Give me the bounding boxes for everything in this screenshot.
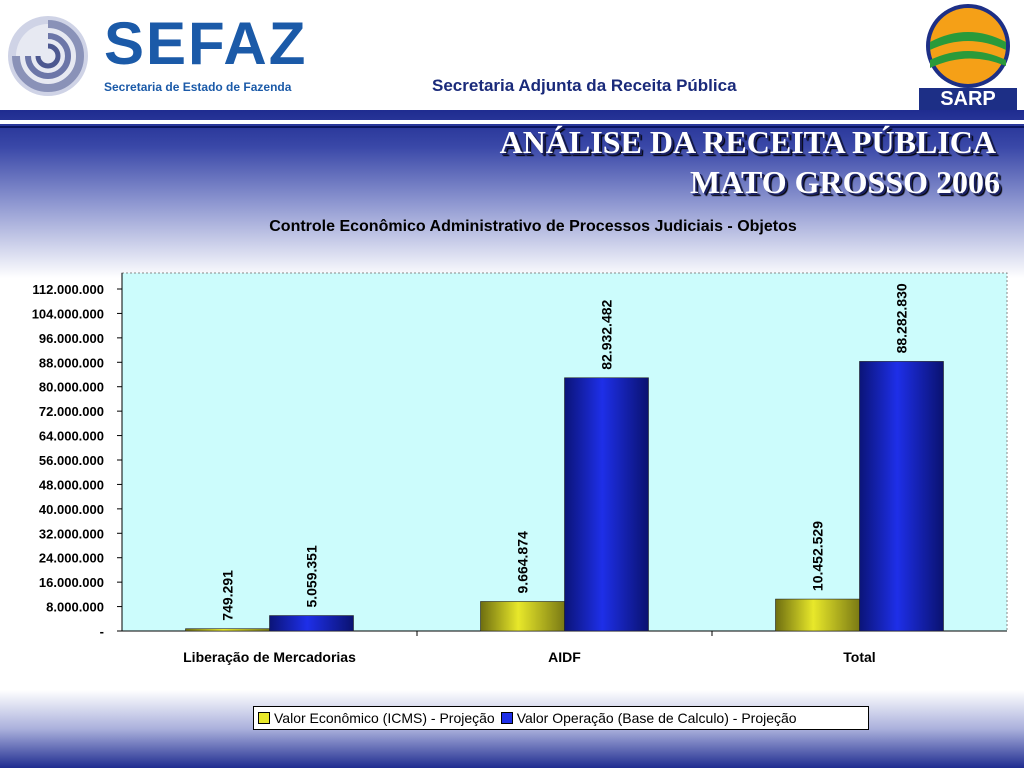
- y-tick-label: 24.000.000: [39, 551, 104, 566]
- y-tick-label: 112.000.000: [32, 282, 104, 297]
- brand-subtitle: Secretaria de Estado de Fazenda: [104, 80, 292, 94]
- y-tick-label: 104.000.000: [32, 306, 104, 321]
- y-tick-label: 64.000.000: [39, 429, 104, 444]
- legend-swatch-series1: [258, 712, 270, 724]
- x-tick-label: Total: [843, 649, 875, 665]
- chart-title: Controle Econômico Administrativo de Pro…: [269, 218, 797, 235]
- data-labels: 749.291 9.664.874 10.452.529 5.059.351 82.93…: [220, 283, 910, 621]
- legend-label-series1: Valor Econômico (ICMS) - Projeção: [274, 710, 495, 726]
- sefaz-swirl-logo-icon: [8, 16, 88, 96]
- data-label: 88.282.830: [894, 283, 910, 353]
- y-tick-label: 88.000.000: [39, 355, 104, 370]
- bar-series2: [269, 615, 354, 632]
- bar-series2: [859, 361, 944, 632]
- x-tick-label: AIDF: [548, 649, 581, 665]
- y-tick-label: 96.000.000: [39, 331, 104, 346]
- y-tick-label: 32.000.000: [39, 526, 104, 541]
- unit-title: Secretaria Adjunta da Receita Pública: [432, 76, 737, 95]
- legend-item: Valor Econômico (ICMS) - Projeção: [258, 710, 495, 726]
- brand-title: SEFAZ: [104, 10, 308, 77]
- bar-series2: [564, 377, 649, 632]
- bar-series1: [480, 601, 565, 632]
- legend-label-series2: Valor Operação (Base de Calculo) - Proje…: [516, 710, 797, 726]
- data-label: 749.291: [220, 570, 236, 621]
- data-label: 5.059.351: [304, 545, 320, 607]
- y-tick-label: 56.000.000: [39, 453, 104, 468]
- y-tick-label: 8.000.000: [46, 600, 104, 615]
- data-label: 82.932.482: [599, 299, 615, 369]
- bar-series1: [775, 598, 860, 632]
- sarp-label: SARP: [919, 88, 1017, 110]
- bar-series1: [185, 628, 270, 632]
- y-tick-label: -: [100, 624, 104, 639]
- divider: [0, 120, 1024, 124]
- y-tick-label: 16.000.000: [39, 575, 104, 590]
- bar-chart: Controle Econômico Administrativo de Pro…: [32, 218, 1008, 665]
- y-tick-label: 72.000.000: [39, 404, 104, 419]
- page-title-line2: MATO GROSSO 2006: [690, 164, 1000, 200]
- y-tick-label: 40.000.000: [39, 502, 104, 517]
- bars: [185, 361, 944, 632]
- header: SEFAZ Secretaria de Estado de Fazenda Se…: [0, 0, 1024, 110]
- title-band: [0, 110, 1024, 278]
- y-tick-label: 80.000.000: [39, 380, 104, 395]
- legend: Valor Econômico (ICMS) - Projeção Valor …: [253, 706, 869, 730]
- page-title-line1: ANÁLISE DA RECEITA PÚBLICA: [499, 124, 996, 160]
- y-tick-label: 48.000.000: [39, 477, 104, 492]
- sarp-logo-icon: [926, 4, 1010, 88]
- data-label: 9.664.874: [515, 531, 531, 593]
- legend-swatch-series2: [500, 712, 513, 724]
- x-tick-label: Liberação de Mercadorias: [183, 649, 356, 665]
- legend-item: Valor Operação (Base de Calculo) - Proje…: [500, 710, 797, 726]
- data-label: 10.452.529: [810, 521, 826, 591]
- divider: [0, 126, 1024, 128]
